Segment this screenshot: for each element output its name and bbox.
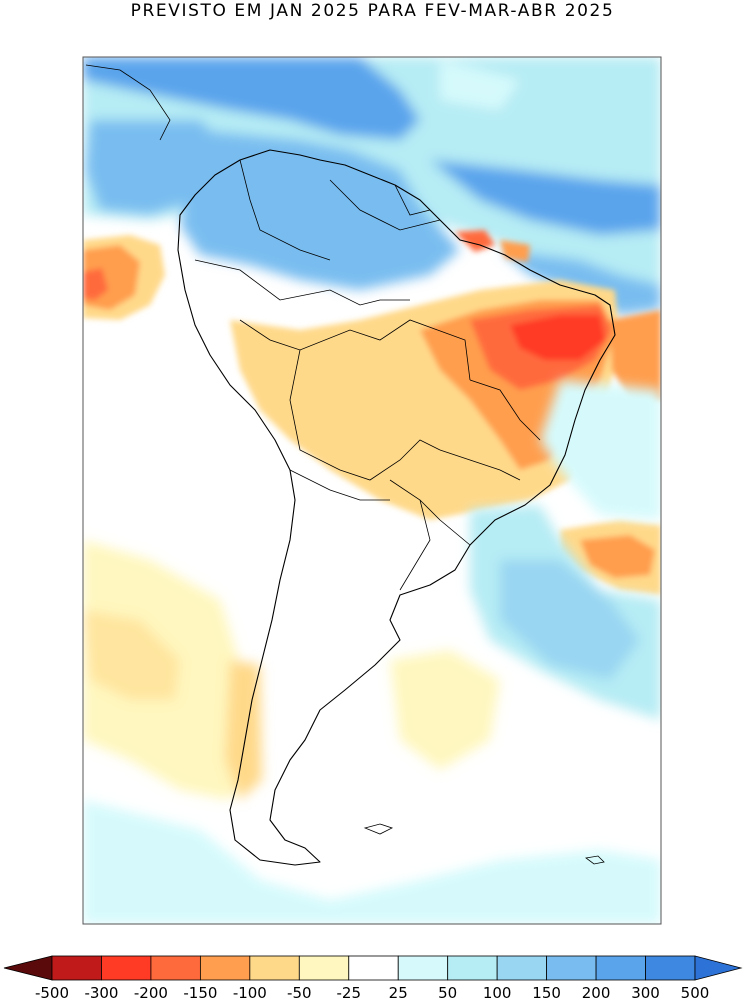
colorbar-label: 300 xyxy=(631,984,660,1000)
colorbar-bin xyxy=(199,955,251,981)
colorbar-bin xyxy=(645,955,696,981)
colorbar-bin xyxy=(51,955,102,981)
colorbar-bin xyxy=(348,955,399,981)
colorbar-label: -25 xyxy=(337,984,362,1000)
colorbar-label: 25 xyxy=(389,984,408,1000)
colorbar-bin xyxy=(298,955,350,981)
colorbar-label: 200 xyxy=(582,984,611,1000)
map-title: PREVISTO EM JAN 2025 PARA FEV-MAR-ABR 20… xyxy=(130,1,615,21)
colorbar-bin xyxy=(101,955,152,981)
anomaly-orange-south-atlantic xyxy=(560,520,661,595)
colorbar-label: 100 xyxy=(483,984,512,1000)
colorbar-label: 500 xyxy=(681,984,710,1000)
colorbar-bin-high xyxy=(694,955,743,981)
anomaly-blue-north xyxy=(83,57,661,315)
colorbar-bin xyxy=(546,955,597,981)
colorbar-bin xyxy=(150,955,201,981)
colorbar-bin xyxy=(496,955,548,981)
colorbar-label: 50 xyxy=(438,984,457,1000)
islands xyxy=(85,64,605,865)
anomaly-orange-pacific xyxy=(83,235,165,320)
colorbar-bin xyxy=(397,955,449,981)
colorbar-bin-low xyxy=(3,955,53,981)
anomaly-blue-atlantic xyxy=(83,380,661,924)
colorbar-bin xyxy=(447,955,498,981)
colorbar-label: 150 xyxy=(532,984,561,1000)
colorbar-bin xyxy=(249,955,300,981)
colorbar-label: -50 xyxy=(287,984,312,1000)
colorbar-label: -200 xyxy=(134,984,168,1000)
country-borders xyxy=(194,159,541,591)
colorbar-bin xyxy=(595,955,646,981)
colorbar-label: -150 xyxy=(183,984,217,1000)
map-frame xyxy=(82,56,662,925)
colorbar-label: -300 xyxy=(84,984,118,1000)
colorbar-label: -500 xyxy=(35,984,69,1000)
colorbar-label: -100 xyxy=(233,984,267,1000)
anomaly-yellow-south-pacific xyxy=(83,540,500,800)
